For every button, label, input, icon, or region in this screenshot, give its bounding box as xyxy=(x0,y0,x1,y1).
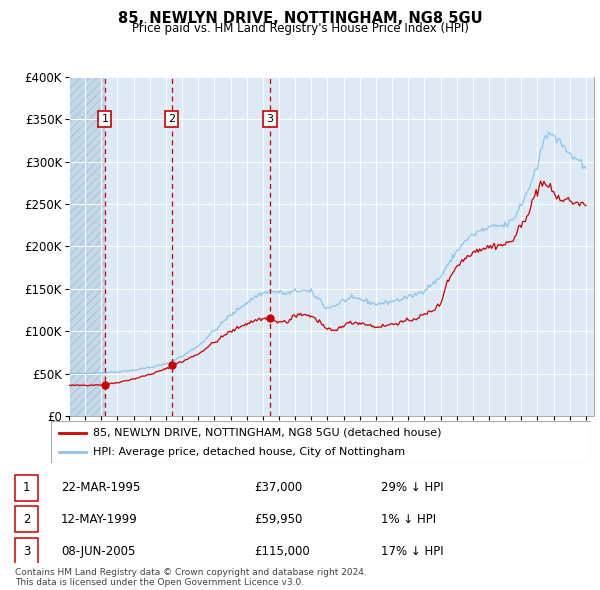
Text: 2: 2 xyxy=(23,513,30,526)
Text: £115,000: £115,000 xyxy=(254,545,310,558)
Text: Contains HM Land Registry data © Crown copyright and database right 2024.: Contains HM Land Registry data © Crown c… xyxy=(15,568,367,576)
Bar xyxy=(15,475,38,501)
Bar xyxy=(15,538,38,565)
Text: £59,950: £59,950 xyxy=(254,513,302,526)
Text: 12-MAY-1999: 12-MAY-1999 xyxy=(61,513,138,526)
Text: HPI: Average price, detached house, City of Nottingham: HPI: Average price, detached house, City… xyxy=(93,447,405,457)
Text: 2: 2 xyxy=(168,114,175,124)
Text: 22-MAR-1995: 22-MAR-1995 xyxy=(61,481,140,494)
Text: This data is licensed under the Open Government Licence v3.0.: This data is licensed under the Open Gov… xyxy=(15,578,304,587)
Text: 1: 1 xyxy=(101,114,109,124)
Text: 1: 1 xyxy=(23,481,30,494)
Text: 08-JUN-2005: 08-JUN-2005 xyxy=(61,545,136,558)
Bar xyxy=(69,77,105,416)
Text: £37,000: £37,000 xyxy=(254,481,302,494)
Text: 1% ↓ HPI: 1% ↓ HPI xyxy=(380,513,436,526)
Text: 85, NEWLYN DRIVE, NOTTINGHAM, NG8 5GU: 85, NEWLYN DRIVE, NOTTINGHAM, NG8 5GU xyxy=(118,11,482,25)
Text: 17% ↓ HPI: 17% ↓ HPI xyxy=(380,545,443,558)
Text: 29% ↓ HPI: 29% ↓ HPI xyxy=(380,481,443,494)
Text: 3: 3 xyxy=(23,545,30,558)
Text: 85, NEWLYN DRIVE, NOTTINGHAM, NG8 5GU (detached house): 85, NEWLYN DRIVE, NOTTINGHAM, NG8 5GU (d… xyxy=(93,428,442,438)
Text: 3: 3 xyxy=(266,114,274,124)
Text: Price paid vs. HM Land Registry's House Price Index (HPI): Price paid vs. HM Land Registry's House … xyxy=(131,22,469,35)
Bar xyxy=(15,506,38,532)
